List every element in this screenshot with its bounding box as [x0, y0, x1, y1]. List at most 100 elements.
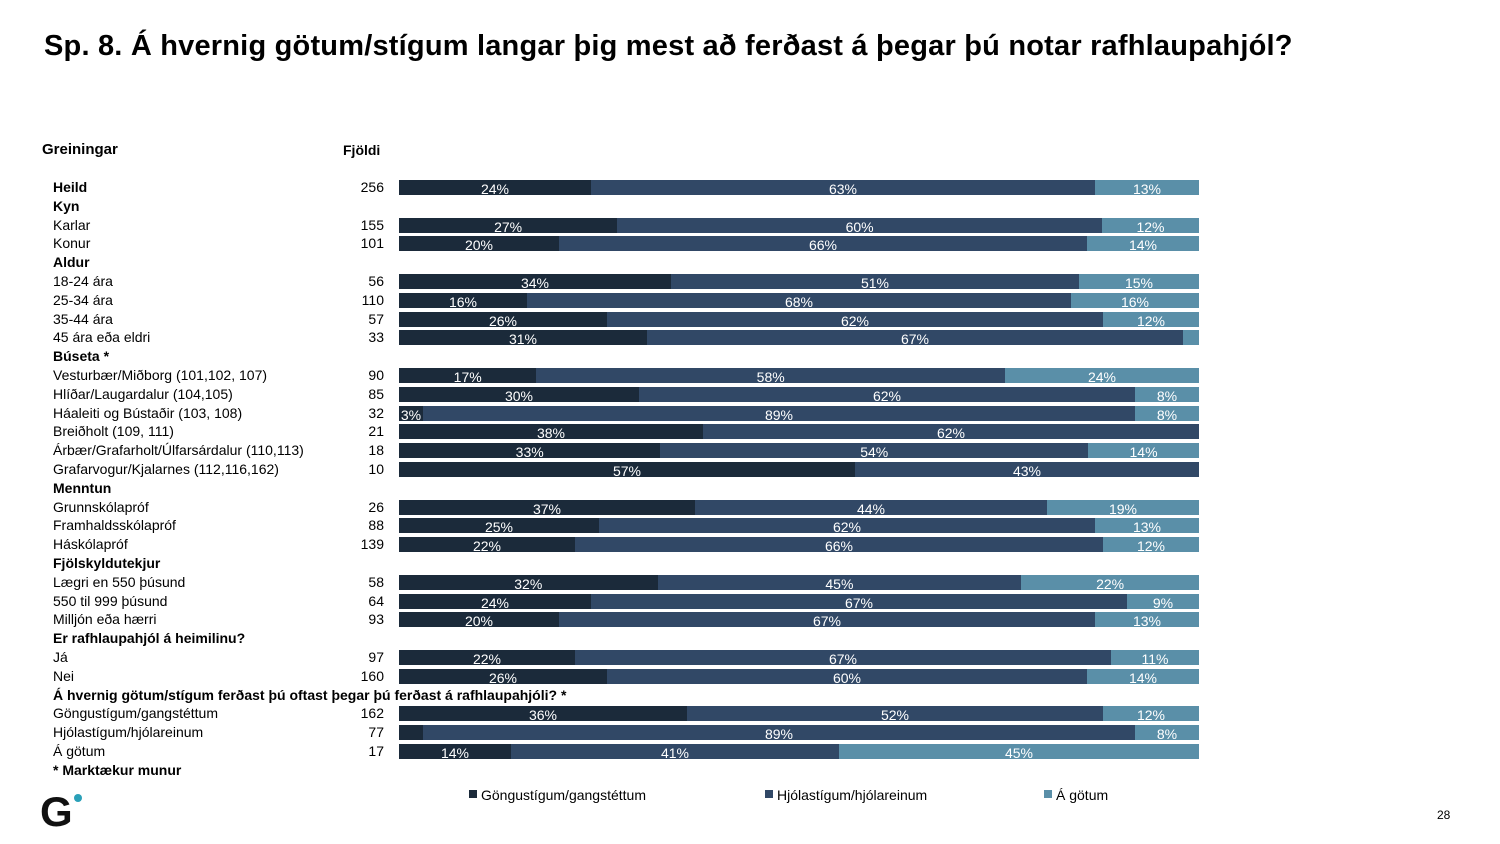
bar-segment: 14% [1087, 668, 1199, 686]
data-label: 26% [488, 669, 518, 686]
bar-segment: 9% [1127, 593, 1199, 611]
stacked-bar: 14% 41% 45% [399, 744, 1199, 761]
stacked-bar: 20% 66% 14% [399, 236, 1199, 253]
data-label: 14% [1128, 669, 1158, 686]
stacked-bar: 32% 45% 22% [399, 574, 1199, 592]
data-label: 8% [1156, 726, 1178, 743]
chart-row: Á götum 17 14% 41% 45% [0, 742, 1500, 761]
row-label: Háaleiti og Bústaðir (103, 108) [53, 404, 243, 421]
bar-segment: 33% [399, 443, 661, 460]
data-label: 24% [480, 594, 510, 611]
row-count: 64 [368, 592, 384, 609]
bar-segment: 66% [559, 236, 1087, 253]
group-label: Er rafhlaupahjól á heimilinu? [53, 630, 246, 647]
data-label: 68% [784, 293, 814, 310]
data-label: 31% [508, 331, 538, 348]
bar-segment: 43% [855, 462, 1199, 479]
stacked-bar: 3% 89% 8% [399, 405, 1199, 423]
data-label: 12% [1136, 707, 1166, 724]
data-label: 14% [1128, 237, 1158, 254]
data-label: 34% [520, 275, 550, 291]
bar-segment: 13% [1095, 612, 1199, 629]
bar-segment: 38% [399, 424, 703, 441]
bar-segment: 19% [1047, 499, 1199, 517]
row-count: 88 [368, 517, 384, 534]
row-count: 77 [368, 724, 384, 741]
bar-segment: 26% [399, 311, 607, 329]
data-label: 16% [448, 293, 478, 310]
data-label: 44% [856, 500, 886, 517]
bar-segment: 12% [1103, 311, 1199, 329]
chart-row: Vesturbær/Miðborg (101,102, 107) 90 17% 58%… [0, 366, 1500, 385]
chart-row: Hjólastígum/hjólareinum 77 89% 8% [0, 723, 1500, 743]
data-label: 14% [440, 745, 470, 761]
row-count: 93 [368, 611, 384, 628]
data-label: 33% [515, 444, 544, 461]
bar-segment: 37% [399, 499, 695, 517]
chart-row: Framhaldsskólapróf 88 25% 62% 13% [0, 516, 1500, 536]
data-label: 13% [1132, 519, 1162, 536]
row-count: 85 [368, 385, 384, 402]
stacked-bar: 26% 60% 14% [399, 668, 1199, 686]
data-label: 15% [1124, 275, 1154, 291]
row-label: Vesturbær/Miðborg (101,102, 107) [53, 367, 268, 383]
bar-segment: 32% [399, 574, 658, 592]
bar-segment [1183, 330, 1199, 346]
chart-row: 35-44 ára 57 26% 62% 12% [0, 310, 1500, 329]
group-header-row: Menntun [0, 479, 1500, 497]
group-label: Heild [53, 179, 88, 195]
bar-segment: 52% [687, 706, 1103, 723]
group-label: Aldur [53, 254, 90, 271]
data-label: 12% [1136, 312, 1166, 329]
data-label: 67% [828, 651, 858, 667]
stacked-bar: 31% 67% [399, 330, 1199, 347]
chart-row: Konur 101 20% 66% 14% [0, 234, 1500, 253]
data-label: 26% [488, 312, 518, 329]
stacked-bar: 22% 67% 11% [399, 650, 1199, 667]
row-label: Milljón eða hærri [53, 611, 157, 628]
bar-segment: 22% [399, 650, 575, 667]
bar-segment: 45% [839, 744, 1199, 761]
bar-segment: 36% [399, 706, 687, 723]
row-label: Nei [53, 667, 75, 684]
chart-row: 25-34 ára 110 16% 68% 16% [0, 291, 1500, 310]
chart-row: Hlíðar/Laugardalur (104,105) 85 30% 62% 8% [0, 385, 1500, 404]
group-label: Búseta * [53, 348, 110, 365]
bar-segment: 27% [399, 217, 618, 235]
row-count: 26 [368, 498, 384, 515]
data-label: 58% [756, 369, 785, 385]
bar-segment: 11% [1111, 650, 1199, 667]
bar-segment: 67% [559, 612, 1095, 629]
stacked-bar: 20% 67% 13% [399, 612, 1199, 629]
row-count: 139 [360, 536, 384, 553]
stacked-bar: 37% 44% 19% [399, 499, 1199, 517]
row-count: 56 [368, 273, 384, 289]
data-label: 11% [1141, 651, 1169, 667]
bar-segment: 8% [1135, 405, 1199, 423]
row-count: 162 [360, 705, 384, 722]
data-label: 45% [1004, 745, 1034, 761]
stacked-bar: 26% 62% 12% [399, 311, 1199, 329]
stacked-bar: 24% 67% 9% [399, 593, 1199, 611]
logo-letter: G [40, 790, 73, 830]
data-label: 12% [1136, 218, 1165, 235]
row-label: Já [53, 649, 68, 665]
chart-row: Háaleiti og Bústaðir (103, 108) 32 3% 89% 8% [0, 404, 1500, 423]
row-label: Hjólastígum/hjólareinum [53, 724, 204, 741]
row-label: Á götum [53, 743, 106, 759]
legend-item: Á götum [1044, 786, 1108, 804]
stacked-bar: 22% 66% 12% [399, 537, 1199, 554]
data-label: 20% [464, 237, 494, 254]
data-label: 62% [872, 387, 902, 404]
row-label: 18-24 ára [53, 273, 113, 289]
chart-row: Nei 160 26% 60% 14% [0, 667, 1500, 686]
data-label: 22% [1096, 575, 1125, 592]
chart-row: Göngustígum/gangstéttum 162 36% 52% 12% [0, 704, 1500, 724]
row-label: 45 ára eða eldri [53, 329, 151, 346]
row-label: Breiðholt (109, 111) [53, 423, 174, 440]
chart-row: Háskólapróf 139 22% 66% 12% [0, 535, 1500, 554]
bar-segment: 89% [423, 405, 1135, 423]
row-label: Hlíðar/Laugardalur (104,105) [53, 385, 233, 402]
column-header-greiningar: Greiningar [42, 141, 118, 158]
legend-label: Göngustígum/gangstéttum [481, 787, 646, 803]
